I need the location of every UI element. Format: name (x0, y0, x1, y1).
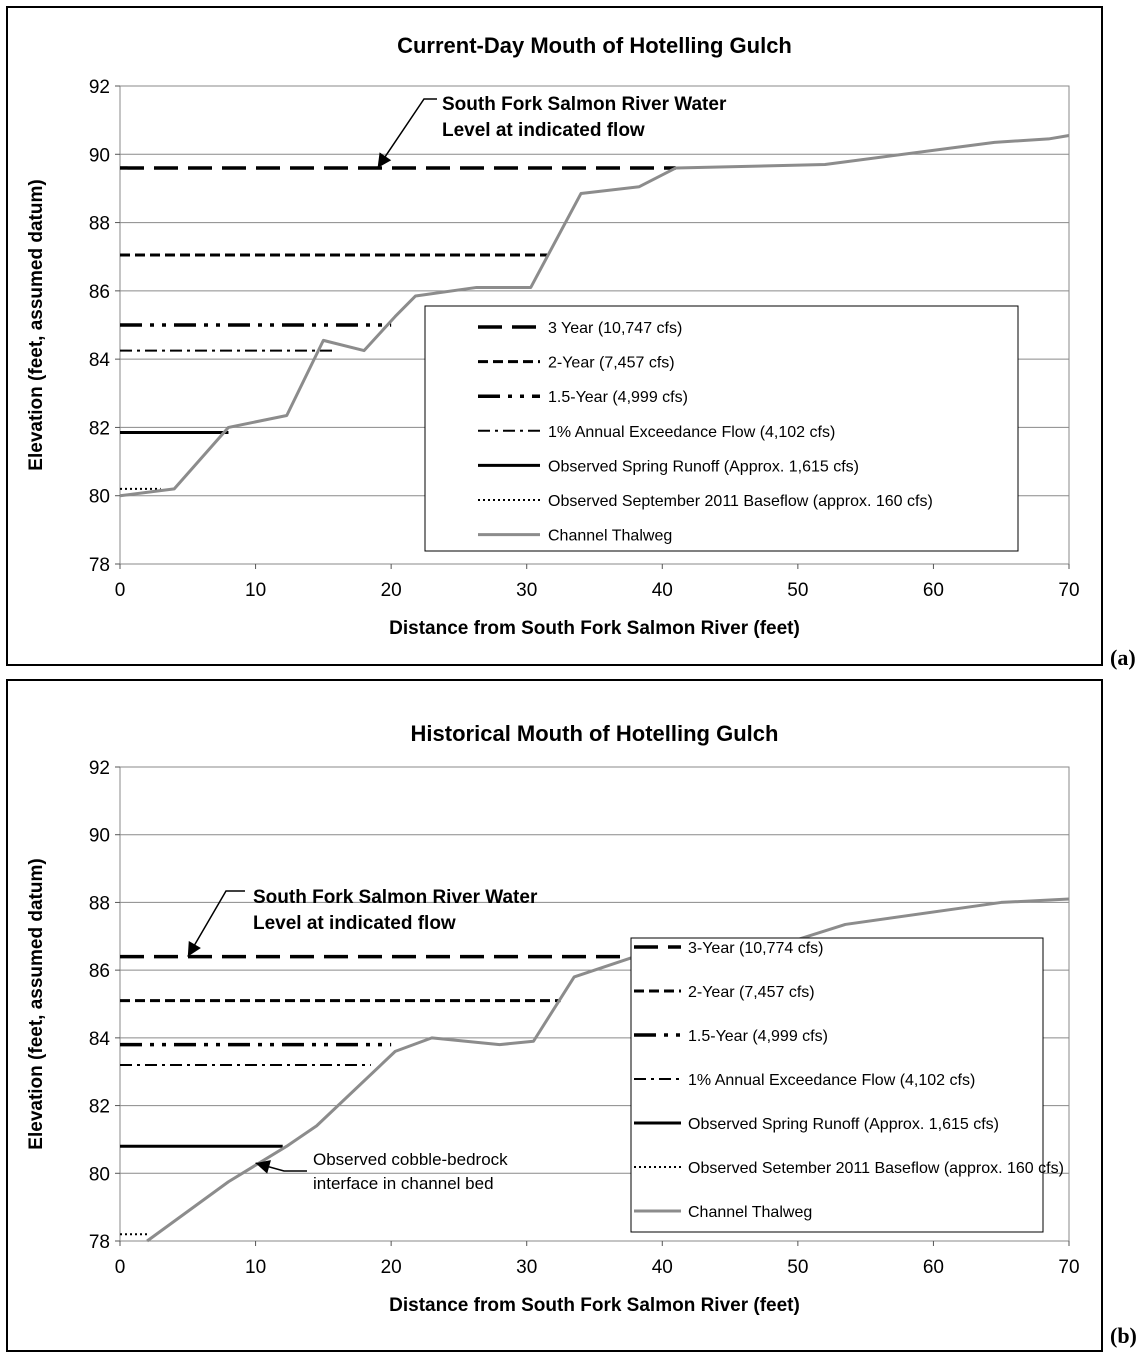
chart-panel-a: Current-Day Mouth of Hotelling Gulch 78 80… (6, 6, 1136, 670)
x-tick-label: 50 (787, 580, 808, 601)
y-tick-label: 78 (89, 1232, 110, 1253)
x-axis-label: Distance from South Fork Salmon River (f… (389, 1295, 800, 1316)
legend-box (630, 937, 1044, 1233)
chart-panel-b: Historical Mouth of Hotelling Gulch 78 80 8… (0, 678, 1142, 1357)
y-tick-label: 90 (89, 145, 110, 166)
legend-box (424, 305, 1019, 552)
legend-label: Channel Thalweg (548, 528, 672, 545)
x-tick-label: 20 (381, 580, 402, 601)
y-tick-label: 78 (89, 555, 110, 576)
y-tick-label: 90 (89, 826, 110, 847)
y-tick-label: 88 (89, 893, 110, 914)
x-tick-label: 20 (381, 1257, 402, 1278)
legend-label: Observed September 2011 Baseflow (approx… (548, 493, 933, 510)
chart-title: Current-Day Mouth of Hotelling Gulch (397, 33, 792, 58)
annotation-text: interface in channel bed (313, 1174, 494, 1193)
legend-label: 2-Year (7,457 cfs) (548, 355, 675, 372)
legend-label: 2-Year (7,457 cfs) (688, 984, 815, 1001)
x-tick-label: 30 (516, 580, 537, 601)
legend-label: 3 Year (10,747 cfs) (548, 320, 682, 337)
x-axis-label: Distance from South Fork Salmon River (f… (389, 618, 800, 639)
x-tick-label: 60 (923, 580, 944, 601)
x-tick-label: 0 (115, 1257, 126, 1278)
panel-label-b: (b) (1110, 1323, 1137, 1348)
y-tick-label: 80 (89, 1164, 110, 1185)
annotation-leader (187, 890, 245, 957)
y-tick-label: 92 (89, 77, 110, 98)
annotation-text: South Fork Salmon River Water (253, 887, 538, 908)
series-line-6 (119, 134, 1070, 498)
chart-title: Historical Mouth of Hotelling Gulch (411, 721, 779, 746)
x-tick-label: 30 (516, 1257, 537, 1278)
annotation-text: South Fork Salmon River Water (442, 94, 727, 115)
y-tick-label: 82 (89, 1097, 110, 1118)
annotation-arrowhead (377, 152, 392, 168)
annotation-text: Level at indicated flow (253, 913, 456, 934)
x-tick-label: 10 (245, 580, 266, 601)
legend-label: 1% Annual Exceedance Flow (4,102 cfs) (548, 424, 835, 441)
legend-label: 1.5-Year (4,999 cfs) (688, 1028, 828, 1045)
y-tick-label: 92 (89, 758, 110, 779)
x-tick-label: 40 (652, 580, 673, 601)
annotation-arrowhead (255, 1160, 271, 1174)
chart-b-svg: Historical Mouth of Hotelling Gulch 78 80 8… (6, 679, 1103, 1352)
x-tick-label: 50 (787, 1257, 808, 1278)
y-tick-label: 82 (89, 418, 110, 439)
series-line-6 (146, 897, 1070, 1243)
annotation-arrowhead (187, 940, 201, 957)
y-axis-label: Elevation (feet, assumed datum) (26, 179, 47, 470)
annotation-text: Observed cobble-bedrock (313, 1150, 508, 1169)
legend-label: Channel Thalweg (688, 1204, 812, 1221)
annotation-text: Level at indicated flow (442, 120, 645, 141)
annotation-leader (376, 98, 437, 169)
x-tick-label: 10 (245, 1257, 266, 1278)
plot-area (119, 766, 1070, 1242)
y-tick-label: 80 (89, 487, 110, 508)
legend-label: 1.5-Year (4,999 cfs) (548, 389, 688, 406)
x-tick-label: 0 (115, 580, 126, 601)
legend-label: 1% Annual Exceedance Flow (4,102 cfs) (688, 1072, 975, 1089)
legend-label: Observed Spring Runoff (Approx. 1,615 cf… (548, 458, 859, 475)
y-tick-label: 86 (89, 961, 110, 982)
chart-a-svg: Current-Day Mouth of Hotelling Gulch 78 80… (6, 6, 1103, 666)
y-axis-label: Elevation (feet, assumed datum) (26, 858, 47, 1149)
y-tick-label: 84 (89, 350, 111, 371)
legend-label: Observed Setember 2011 Baseflow (approx.… (688, 1160, 1064, 1177)
y-tick-label: 86 (89, 282, 110, 303)
panel-label-a: (a) (1110, 645, 1136, 670)
x-tick-label: 40 (652, 1257, 673, 1278)
legend-label: 3-Year (10,774 cfs) (688, 940, 823, 957)
y-tick-label: 84 (89, 1029, 111, 1050)
y-tick-label: 88 (89, 214, 110, 235)
x-tick-label: 60 (923, 1257, 944, 1278)
x-tick-label: 70 (1058, 1257, 1079, 1278)
legend-label: Observed Spring Runoff (Approx. 1,615 cf… (688, 1116, 999, 1133)
x-tick-label: 70 (1058, 580, 1079, 601)
